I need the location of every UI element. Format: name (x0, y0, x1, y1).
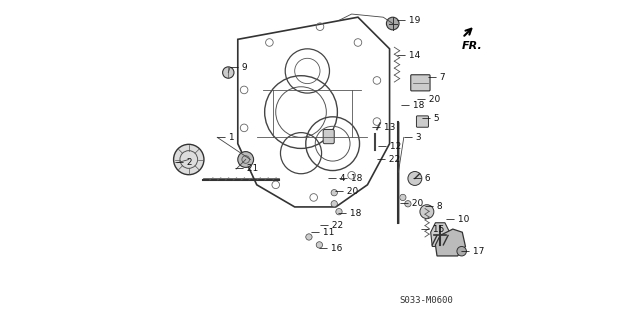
Text: — 1: — 1 (217, 133, 235, 142)
Text: — 9: — 9 (230, 63, 248, 72)
Text: — 16: — 16 (319, 243, 342, 253)
Text: — 10: — 10 (447, 215, 470, 224)
FancyBboxPatch shape (323, 130, 334, 144)
Circle shape (420, 205, 434, 219)
Text: — 22: — 22 (377, 155, 400, 164)
Circle shape (173, 144, 204, 175)
Circle shape (331, 189, 337, 196)
Text: — 21: — 21 (236, 165, 259, 174)
Text: — 11: — 11 (310, 228, 334, 237)
Text: — 6: — 6 (413, 174, 430, 183)
Text: — 8: — 8 (426, 203, 443, 211)
Text: — 12: — 12 (378, 142, 401, 151)
Circle shape (408, 172, 422, 185)
Text: — 17: — 17 (461, 247, 484, 256)
Text: — 15: — 15 (421, 225, 445, 234)
Text: — 13: — 13 (372, 123, 395, 132)
Text: — 19: — 19 (397, 16, 421, 25)
FancyBboxPatch shape (417, 116, 428, 127)
Circle shape (457, 247, 467, 256)
Text: — 18: — 18 (339, 174, 362, 183)
Text: — 3: — 3 (404, 133, 421, 142)
Circle shape (400, 194, 406, 201)
Circle shape (238, 152, 253, 167)
Circle shape (316, 242, 323, 248)
Polygon shape (435, 229, 465, 256)
Text: — 7: — 7 (428, 73, 446, 82)
Circle shape (223, 67, 234, 78)
Text: — 18: — 18 (339, 209, 362, 218)
Circle shape (387, 17, 399, 30)
Text: — 4: — 4 (328, 174, 345, 183)
Circle shape (404, 201, 411, 207)
Text: — 2: — 2 (175, 158, 192, 167)
Circle shape (336, 209, 342, 215)
Text: S033-M0600: S033-M0600 (399, 296, 453, 305)
Circle shape (306, 234, 312, 240)
Text: — 5: — 5 (422, 114, 440, 123)
Polygon shape (431, 223, 450, 247)
FancyBboxPatch shape (411, 75, 430, 91)
Text: FR.: FR. (461, 41, 483, 51)
Circle shape (331, 201, 337, 207)
Text: — 18: — 18 (401, 101, 424, 110)
Text: — 14: — 14 (397, 51, 420, 60)
Text: — 20: — 20 (401, 199, 424, 208)
Text: — 20: — 20 (417, 95, 441, 104)
Text: — 22: — 22 (320, 221, 343, 230)
Text: — 20: — 20 (335, 187, 358, 196)
